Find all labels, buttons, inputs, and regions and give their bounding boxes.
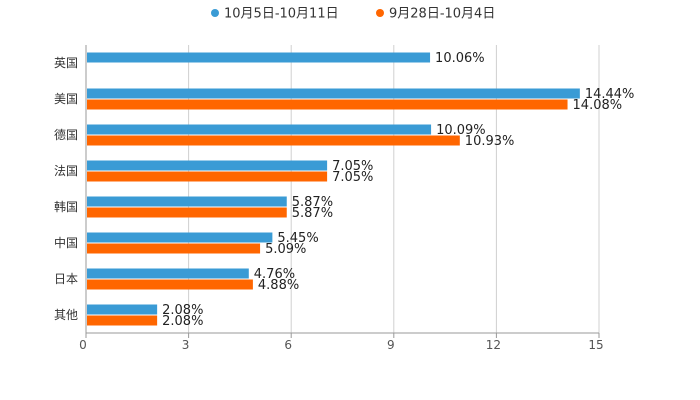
bar: [87, 124, 432, 135]
category-label: 德国: [54, 127, 78, 142]
category-label: 法国: [54, 164, 78, 178]
bar: [87, 279, 253, 290]
x-tick-label: 6: [284, 338, 292, 352]
bar: [87, 171, 328, 182]
data-label: 14.44%: [585, 87, 635, 102]
bar: [87, 160, 328, 171]
category-label: 英国: [54, 56, 78, 70]
bar: [87, 135, 460, 146]
x-tick-label: 12: [486, 338, 501, 352]
bar: [87, 207, 287, 218]
bar: [87, 315, 158, 326]
category-label: 美国: [54, 92, 78, 106]
legend-item: 9月28日-10月4日: [389, 7, 495, 22]
data-label: 14.08%: [573, 98, 623, 113]
data-label: 10.06%: [435, 51, 485, 66]
data-label: 4.76%: [254, 267, 295, 282]
bar: [87, 232, 273, 243]
x-tick-label: 15: [588, 338, 603, 352]
bar: [87, 99, 568, 110]
bar: [87, 243, 261, 254]
data-label: 4.88%: [258, 278, 299, 293]
data-label: 2.08%: [162, 314, 203, 329]
legend: 10月5日-10月11日 9月28日-10月4日: [211, 7, 495, 22]
bar: [87, 268, 249, 279]
data-label: 2.08%: [162, 303, 203, 318]
data-label: 10.93%: [465, 134, 515, 149]
bar: [87, 304, 158, 315]
data-labels: 10.06% 14.44%14.08% 10.09%10.93% 7.05%7.05%…: [162, 51, 634, 329]
bar: [87, 52, 431, 63]
data-label: 5.87%: [292, 195, 333, 210]
category-label: 日本: [54, 272, 78, 286]
bar: [87, 196, 287, 207]
category-label: 其他: [54, 308, 78, 322]
data-label: 5.09%: [265, 242, 306, 257]
x-tick-label: 0: [79, 338, 87, 352]
data-label: 7.05%: [332, 170, 373, 185]
category-label: 中国: [54, 235, 78, 250]
grid-lines: [188, 45, 600, 333]
data-label: 10.09%: [436, 123, 486, 138]
legend-marker: [376, 9, 384, 17]
data-label: 5.45%: [277, 231, 318, 246]
x-tick-label: 3: [182, 338, 190, 352]
bar: [87, 88, 580, 99]
x-tick-label: 9: [387, 338, 395, 352]
data-label: 7.05%: [332, 159, 373, 174]
data-label: 5.87%: [292, 206, 333, 221]
category-label: 韩国: [54, 199, 78, 214]
bars: [87, 52, 580, 326]
legend-item: 10月5日-10月11日: [224, 7, 339, 22]
legend-marker: [211, 9, 219, 17]
